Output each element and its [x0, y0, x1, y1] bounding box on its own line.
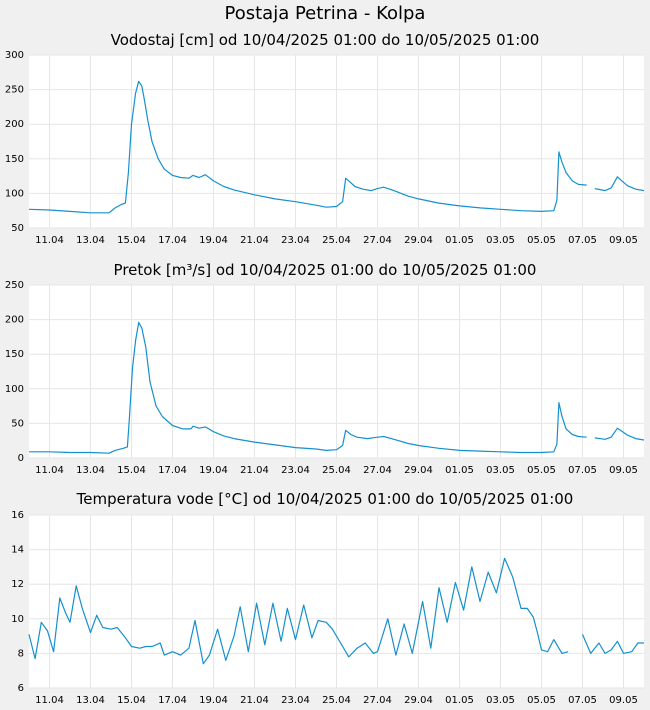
discharge-x-tick-label: 23.04: [281, 465, 310, 476]
discharge-x-tick-label: 17.04: [158, 465, 187, 476]
water-temperature-y-tick-label: 10: [11, 614, 24, 625]
water-level-y-tick-label: 150: [5, 154, 24, 165]
discharge-x-tick-label: 21.04: [240, 465, 269, 476]
water-temperature-x-tick-label: 25.04: [322, 695, 351, 706]
discharge-y-tick-label: 0: [18, 453, 24, 464]
water-level-x-tick-label: 17.04: [158, 235, 187, 246]
water-temperature-y-tick-label: 8: [18, 648, 24, 659]
water-level-x-tick-label: 05.05: [527, 235, 556, 246]
water-temperature-x-tick-label: 09.05: [609, 695, 638, 706]
water-level-x-tick-label: 27.04: [363, 235, 392, 246]
chart-title-water-temperature: Temperatura vode [°C] od 10/04/2025 01:0…: [76, 490, 574, 508]
water-level-x-tick-label: 11.04: [35, 235, 64, 246]
water-temperature-x-tick-label: 19.04: [199, 695, 228, 706]
discharge-x-tick-label: 15.04: [117, 465, 146, 476]
water-level-x-tick-label: 19.04: [199, 235, 228, 246]
discharge-series-line: [29, 321, 587, 454]
water-temperature-series-line: [28, 557, 569, 665]
water-temperature-y-tick-label: 16: [11, 510, 24, 521]
discharge-y-tick-label: 100: [5, 384, 24, 395]
water-level-x-tick-label: 21.04: [240, 235, 269, 246]
water-level-x-tick-label: 03.05: [486, 235, 515, 246]
water-level-y-tick-label: 50: [11, 223, 24, 234]
water-level-y-tick-label: 100: [5, 188, 24, 199]
discharge-y-tick-label: 250: [5, 280, 24, 291]
water-level-y-tick-label: 200: [5, 119, 24, 130]
water-temperature-y-tick-label: 6: [18, 683, 24, 694]
discharge-x-tick-label: 19.04: [199, 465, 228, 476]
discharge-x-tick-label: 27.04: [363, 465, 392, 476]
discharge-y-tick-label: 200: [5, 315, 24, 326]
water-temperature-x-tick-label: 07.05: [568, 695, 597, 706]
water-level-y-tick-label: 250: [5, 85, 24, 96]
water-level-series-line: [28, 80, 587, 214]
discharge-x-tick-label: 07.05: [568, 465, 597, 476]
water-temperature-x-tick-label: 11.04: [35, 695, 64, 706]
water-level-x-tick-label: 07.05: [568, 235, 597, 246]
water-level-x-tick-label: 29.04: [404, 235, 433, 246]
discharge-x-tick-label: 05.05: [527, 465, 556, 476]
water-level-x-tick-label: 09.05: [609, 235, 638, 246]
chart-title-discharge: Pretok [m³/s] od 10/04/2025 01:00 do 10/…: [113, 261, 537, 279]
discharge-x-tick-label: 13.04: [76, 465, 105, 476]
water-level-series-line: [594, 176, 645, 192]
page-title: Postaja Petrina - Kolpa: [224, 3, 426, 24]
water-temperature-x-tick-label: 15.04: [117, 695, 146, 706]
water-level-x-tick-label: 23.04: [281, 235, 310, 246]
discharge-x-tick-label: 01.05: [445, 465, 474, 476]
discharge-y-tick-label: 50: [11, 418, 24, 429]
water-temperature-x-tick-label: 13.04: [76, 695, 105, 706]
water-temperature-series-line: [581, 634, 644, 654]
discharge-x-tick-label: 09.05: [609, 465, 638, 476]
water-level-y-tick-label: 300: [5, 50, 24, 61]
discharge-x-tick-label: 11.04: [35, 465, 64, 476]
discharge-x-tick-label: 03.05: [486, 465, 515, 476]
water-temperature-x-tick-label: 23.04: [281, 695, 310, 706]
water-temperature-x-tick-label: 21.04: [240, 695, 269, 706]
chart-title-water-level: Vodostaj [cm] od 10/04/2025 01:00 do 10/…: [110, 31, 540, 49]
water-level-x-tick-label: 25.04: [322, 235, 351, 246]
water-temperature-x-tick-label: 01.05: [445, 695, 474, 706]
water-temperature-x-tick-label: 27.04: [363, 695, 392, 706]
water-level-x-tick-label: 13.04: [76, 235, 105, 246]
water-level-x-tick-label: 15.04: [117, 235, 146, 246]
water-temperature-y-tick-label: 12: [11, 579, 24, 590]
water-level-x-tick-label: 01.05: [445, 235, 474, 246]
discharge-x-tick-label: 25.04: [322, 465, 351, 476]
water-temperature-x-tick-label: 29.04: [404, 695, 433, 706]
water-temperature-x-tick-label: 05.05: [527, 695, 556, 706]
water-temperature-y-tick-label: 14: [11, 545, 24, 556]
discharge-x-tick-label: 29.04: [404, 465, 433, 476]
water-temperature-x-tick-label: 17.04: [158, 695, 187, 706]
discharge-y-tick-label: 150: [5, 349, 24, 360]
discharge-series-line: [594, 427, 645, 441]
water-temperature-x-tick-label: 03.05: [486, 695, 515, 706]
